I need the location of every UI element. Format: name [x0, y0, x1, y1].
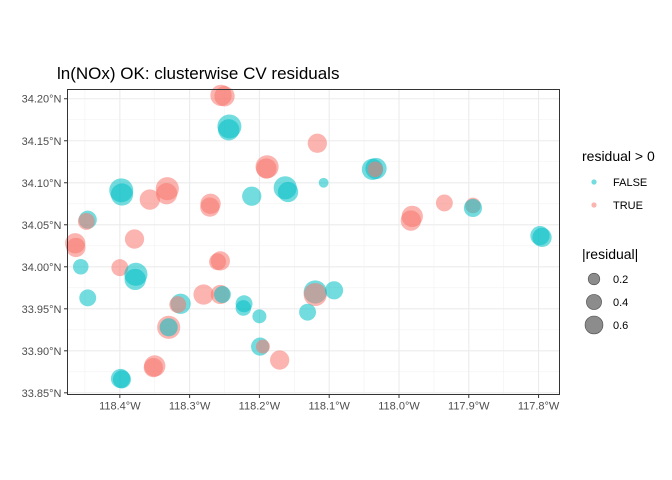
data-point [169, 296, 187, 314]
data-point [307, 133, 327, 153]
color-legend-title: residual > 0 [582, 148, 655, 164]
data-point [214, 86, 235, 107]
y-axis: 33.85°N 33.90°N 33.95°N 34.00°N 34.05°N 34.10… [22, 94, 68, 400]
data-point [218, 119, 240, 141]
color-legend-key [591, 202, 597, 208]
plot-border [67, 89, 560, 395]
size-legend-title: |residual| [582, 246, 638, 262]
data-point [110, 183, 134, 206]
data-point [77, 212, 95, 230]
data-point [303, 282, 327, 307]
data-point [299, 303, 317, 321]
data-point [139, 189, 161, 210]
color-legend-label: TRUE [613, 200, 643, 212]
x-tick-label: 118.3°W [169, 401, 211, 413]
data-point [277, 181, 299, 203]
size-legend: |residual| 0.2 0.4 0.6 [582, 246, 638, 335]
data-point [155, 183, 178, 205]
x-axis: 118.4°W 118.3°W 118.2°W 118.1°W 118.0°W 117.9… [99, 394, 560, 413]
chart-title: ln(NOx) OK: clusterwise CV residuals [57, 64, 339, 83]
data-point [235, 300, 252, 316]
y-tick-label: 33.90°N [22, 346, 62, 358]
data-point [400, 210, 422, 231]
data-point [193, 284, 214, 305]
data-point [435, 194, 453, 212]
data-point [112, 370, 132, 389]
data-point [532, 227, 552, 248]
data-point [255, 339, 270, 354]
data-point [252, 309, 267, 324]
color-legend: residual > 0 FALSE TRUE [582, 148, 655, 212]
data-point [200, 197, 220, 217]
data-point [124, 229, 145, 249]
x-tick-label: 117.9°W [448, 401, 490, 413]
color-legend-key [591, 179, 597, 185]
data-point [72, 259, 89, 275]
data-point [111, 259, 129, 277]
y-tick-label: 34.00°N [22, 262, 62, 274]
data-point [66, 237, 86, 258]
data-point [143, 357, 163, 378]
size-legend-label: 0.4 [613, 297, 628, 309]
data-point [318, 177, 329, 188]
x-tick-label: 117.8°W [518, 401, 560, 413]
y-tick-label: 33.95°N [22, 304, 62, 316]
data-point [209, 253, 226, 271]
size-legend-key [586, 294, 602, 310]
data-point [159, 318, 178, 337]
y-tick-label: 34.05°N [22, 220, 62, 232]
x-tick-label: 118.2°W [239, 401, 281, 413]
size-legend-label: 0.6 [613, 320, 628, 332]
data-point [256, 158, 277, 179]
data-point [79, 289, 97, 307]
data-point [325, 281, 344, 300]
data-points [65, 84, 552, 389]
y-tick-label: 34.10°N [22, 178, 62, 190]
data-point [463, 198, 483, 218]
y-tick-label: 34.15°N [22, 136, 62, 148]
data-point [242, 186, 262, 206]
x-tick-label: 118.0°W [378, 401, 420, 413]
data-point [213, 286, 231, 303]
y-tick-label: 33.85°N [22, 388, 62, 400]
data-point [367, 161, 384, 178]
size-legend-label: 0.2 [613, 274, 628, 286]
size-legend-key [587, 272, 601, 286]
size-legend-key [584, 315, 604, 335]
x-tick-label: 118.1°W [308, 401, 350, 413]
data-point [124, 268, 146, 291]
data-point [270, 350, 290, 370]
color-legend-label: FALSE [613, 177, 647, 189]
y-tick-label: 34.20°N [22, 94, 62, 106]
x-tick-label: 118.4°W [99, 401, 141, 413]
